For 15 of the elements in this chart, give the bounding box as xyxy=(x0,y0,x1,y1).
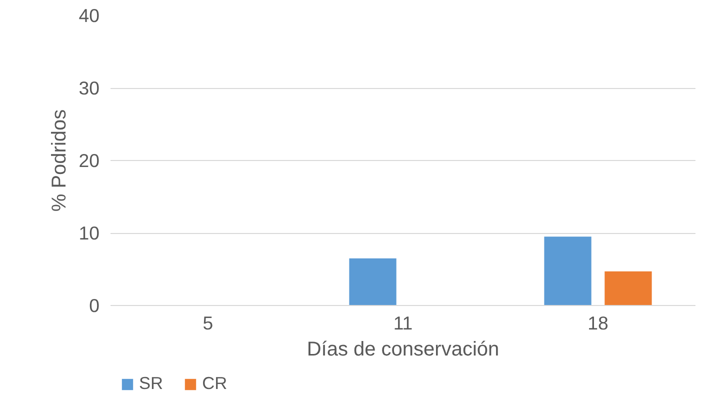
x-tick-label: 5 xyxy=(202,312,214,334)
legend-label: CR xyxy=(202,373,228,394)
y-tick-label: 10 xyxy=(78,222,100,244)
y-tick-label: 0 xyxy=(89,295,100,316)
x-axis-title: Días de conservación xyxy=(306,338,500,360)
legend-label: SR xyxy=(139,373,164,394)
y-tick-label: 40 xyxy=(78,5,100,26)
x-tick-label: 18 xyxy=(588,312,608,334)
bar xyxy=(604,271,652,306)
bar xyxy=(544,236,592,306)
x-tick-label: 11 xyxy=(393,312,413,334)
y-tick-label: 20 xyxy=(78,150,100,171)
y-tick-label: 30 xyxy=(78,78,100,98)
y-axis-title: % Podridos xyxy=(48,109,71,212)
bar xyxy=(349,258,396,306)
